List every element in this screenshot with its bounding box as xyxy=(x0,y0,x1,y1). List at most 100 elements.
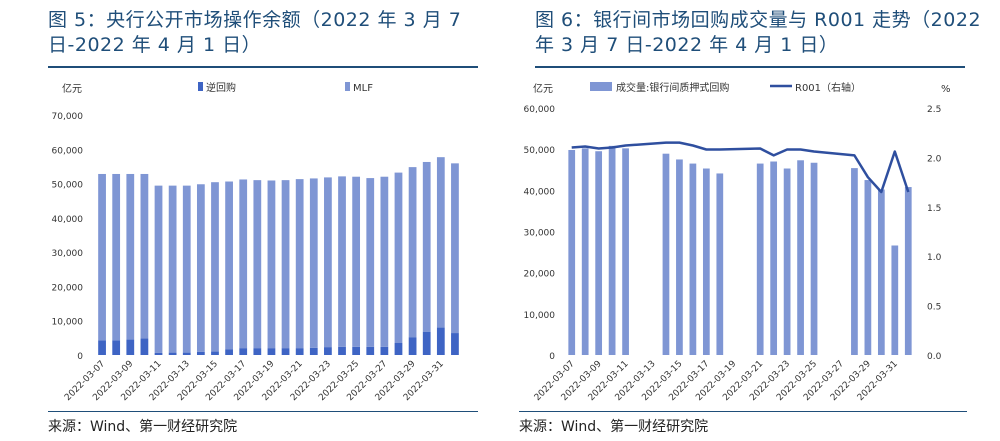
left-chart-title: 图 5：央行公开市场操作余额（2022 年 3 月 7 日-2022 年 4 月… xyxy=(48,9,462,56)
right-right-y-tick-label: 2.5 xyxy=(927,105,941,115)
bar-repo-volume xyxy=(702,168,710,355)
right-right-y-tick-label: 2.0 xyxy=(927,154,942,164)
bar-reverse-repo xyxy=(422,331,431,355)
bar-repo-volume xyxy=(622,148,629,355)
bar-mlf xyxy=(225,181,233,350)
left-y-tick-label: 70,000 xyxy=(52,112,84,122)
bar-reverse-repo xyxy=(98,340,106,355)
left-bar-chart: 亿元 逆回购 MLF 0 10,000 20,000 30,000 40,000 50,000 6… xyxy=(52,81,459,403)
right-combo-chart: 亿元 % 成交量:银行间质押式回购 R001（右轴） 0 10,000 20,000 30,0… xyxy=(524,81,951,403)
right-y-unit-label-right: % xyxy=(941,84,951,95)
bar-mlf xyxy=(295,179,304,349)
bar-mlf xyxy=(451,163,459,334)
bar-reverse-repo xyxy=(225,349,233,355)
legend-label-mlf: MLF xyxy=(353,83,373,94)
bar-reverse-repo xyxy=(140,338,149,355)
right-right-y-tick-label: 1.5 xyxy=(927,204,941,214)
bar-mlf xyxy=(154,185,163,353)
left-y-tick-label: 10,000 xyxy=(52,318,84,328)
right-title-rule xyxy=(535,66,965,68)
bar-reverse-repo xyxy=(380,346,389,355)
bar-repo-volume xyxy=(783,168,791,355)
left-y-tick-label: 20,000 xyxy=(52,283,84,293)
bar-mlf xyxy=(126,173,135,340)
bar-reverse-repo xyxy=(366,346,375,355)
legend-label-volume: 成交量:银行间质押式回购 xyxy=(616,81,729,94)
bar-reverse-repo xyxy=(267,348,276,355)
right-right-y-tick-label: 0.0 xyxy=(927,352,942,362)
bar-mlf xyxy=(267,180,276,349)
bar-repo-volume xyxy=(891,245,899,355)
left-chart-panel: 图 5：央行公开市场操作余额（2022 年 3 月 7 日-2022 年 4 月… xyxy=(0,0,490,441)
bar-mlf xyxy=(239,179,248,349)
bar-mlf xyxy=(352,176,361,347)
bar-mlf xyxy=(253,180,262,349)
bar-mlf xyxy=(281,180,290,349)
bar-repo-volume xyxy=(756,163,764,355)
bar-reverse-repo xyxy=(154,352,163,355)
bar-repo-volume xyxy=(904,187,912,355)
bar-mlf xyxy=(168,185,177,353)
bar-repo-volume xyxy=(608,145,616,355)
bar-mlf xyxy=(408,167,417,338)
right-left-y-tick-label: 40,000 xyxy=(524,187,556,197)
bar-mlf xyxy=(436,157,445,328)
bar-reverse-repo xyxy=(451,333,459,355)
legend-swatch-reverse-repo xyxy=(198,82,203,91)
bar-repo-volume xyxy=(797,160,804,355)
bar-reverse-repo xyxy=(309,347,318,355)
bar-repo-volume xyxy=(662,153,670,355)
bar-mlf xyxy=(394,172,403,343)
right-source-rule xyxy=(519,411,967,412)
bar-repo-volume xyxy=(877,189,885,355)
left-title-rule xyxy=(48,66,478,68)
bar-repo-volume xyxy=(810,162,818,355)
bar-repo-volume xyxy=(568,149,576,355)
left-y-tick-label: 60,000 xyxy=(52,146,84,156)
left-source-note: 来源：Wind、第一财经研究院 xyxy=(48,419,238,435)
left-y-tick-label: 40,000 xyxy=(52,215,84,225)
bar-reverse-repo xyxy=(196,351,205,355)
bar-repo-volume xyxy=(676,159,683,355)
bar-mlf xyxy=(182,185,191,353)
bar-reverse-repo xyxy=(112,340,121,355)
right-left-y-tick-label: 50,000 xyxy=(524,146,556,156)
legend-swatch-mlf xyxy=(345,82,350,91)
bar-mlf xyxy=(422,161,431,332)
left-y-unit-label: 亿元 xyxy=(62,82,82,95)
bar-reverse-repo xyxy=(253,348,262,355)
right-right-y-tick-label: 0.5 xyxy=(927,303,941,313)
bar-repo-volume xyxy=(581,148,589,355)
bar-repo-volume xyxy=(689,163,697,355)
bar-reverse-repo xyxy=(324,347,332,355)
right-left-y-tick-label: 60,000 xyxy=(524,105,556,115)
right-left-y-tick-label: 20,000 xyxy=(524,270,556,280)
bar-reverse-repo xyxy=(281,348,290,355)
bar-mlf xyxy=(324,177,332,348)
right-chart-panel: 图 6：银行间市场回购成交量与 R001 走势（2022 年 3 月 7 日-2… xyxy=(505,0,1000,441)
left-source-rule xyxy=(48,411,478,412)
right-left-y-tick-label: 0 xyxy=(549,352,555,362)
right-chart-title: 图 6：银行间市场回购成交量与 R001 走势（2022 年 3 月 7 日-2… xyxy=(535,9,982,56)
bar-repo-volume xyxy=(864,180,872,355)
bar-mlf xyxy=(211,182,219,352)
bar-mlf xyxy=(366,178,375,347)
bar-reverse-repo xyxy=(394,343,403,355)
line-r001 xyxy=(571,141,910,194)
bar-reverse-repo xyxy=(182,352,191,355)
legend-swatch-volume xyxy=(590,82,612,91)
bar-reverse-repo xyxy=(408,337,417,355)
bar-mlf xyxy=(112,173,121,341)
bar-reverse-repo xyxy=(295,348,304,355)
left-y-tick-label: 50,000 xyxy=(52,181,84,191)
bar-reverse-repo xyxy=(338,346,346,355)
left-y-tick-label: 0 xyxy=(77,352,83,362)
bar-reverse-repo xyxy=(126,339,135,355)
bar-mlf xyxy=(98,173,106,341)
bar-mlf xyxy=(140,173,149,339)
bar-mlf xyxy=(380,176,389,347)
bar-repo-volume xyxy=(770,161,778,355)
right-left-y-tick-label: 30,000 xyxy=(524,229,556,239)
bar-reverse-repo xyxy=(352,346,361,355)
bar-repo-volume xyxy=(716,173,724,355)
